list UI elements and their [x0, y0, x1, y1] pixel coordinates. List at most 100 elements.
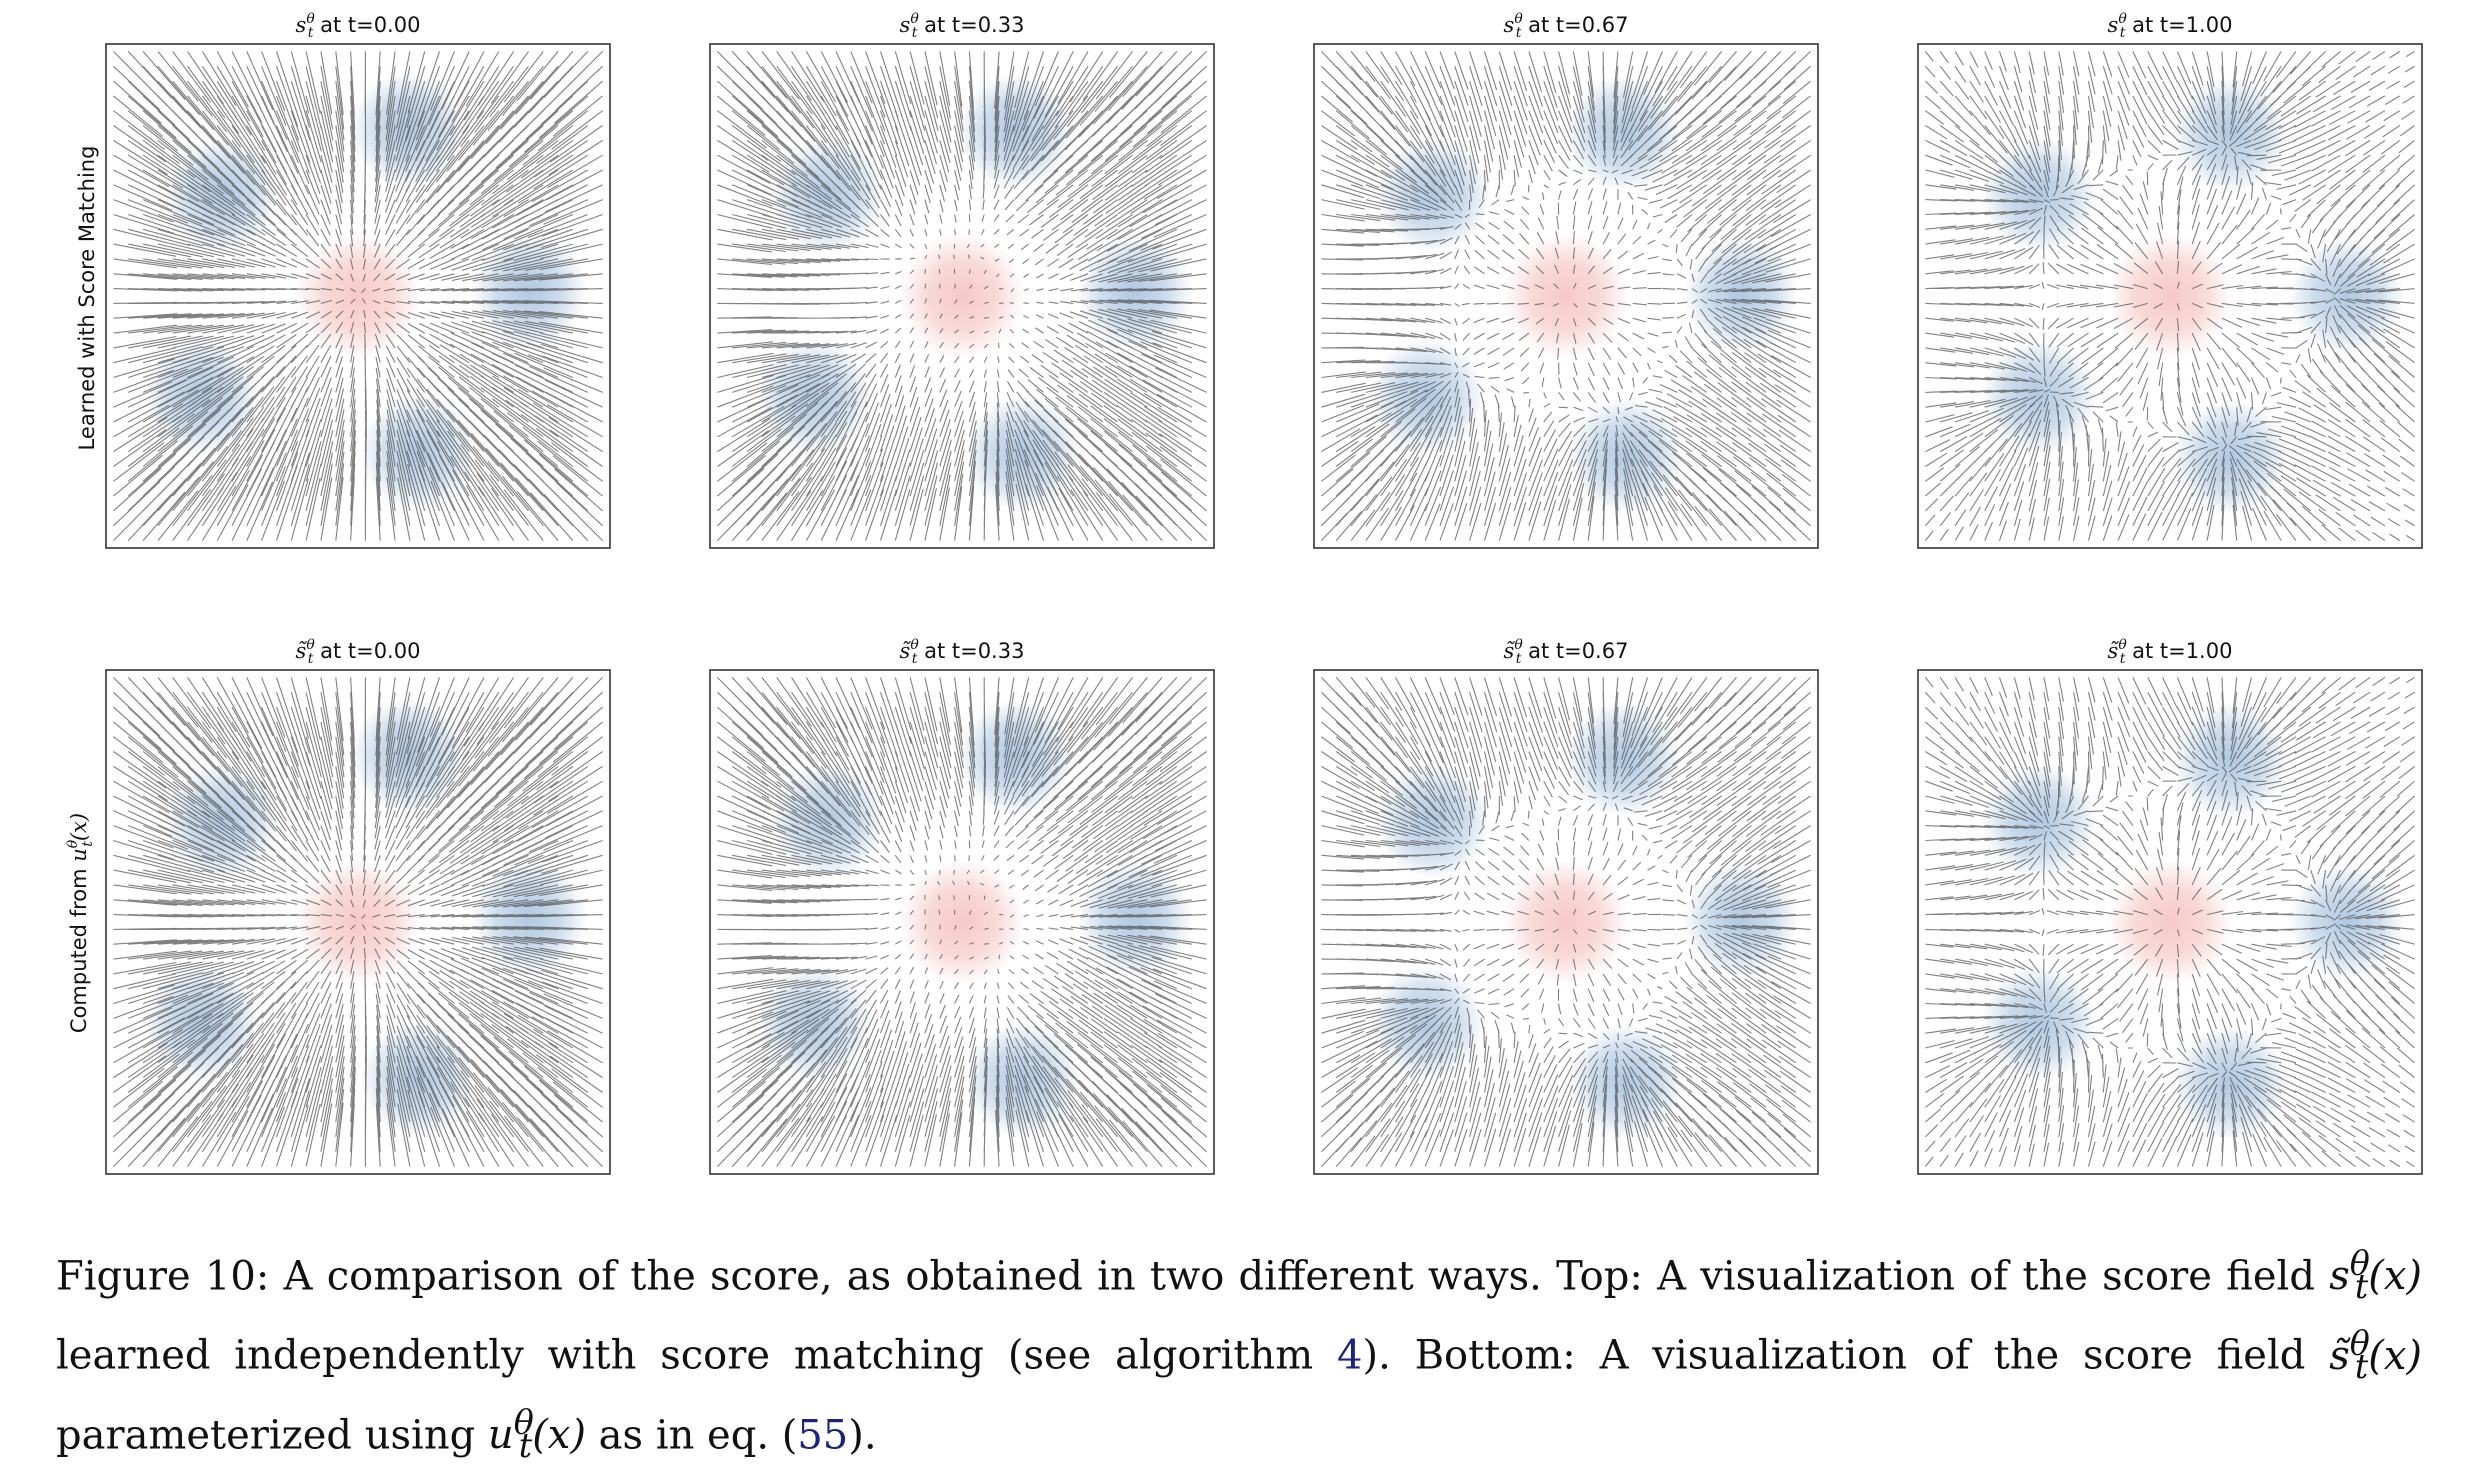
- caption-part1: Figure 10: A comparison of the score, as…: [56, 1253, 2330, 1300]
- panel-1-1: s̃θ t at t=0.33: [709, 637, 1215, 1175]
- caption-math2: s̃θt(x): [2329, 1323, 2422, 1385]
- panel-plot-area: [1314, 44, 1818, 548]
- row-label-top-text: Learned with Score Matching: [75, 146, 99, 451]
- panel-title-suffix: at t=1.00: [2125, 639, 2232, 663]
- target-density-blob: [1981, 338, 2097, 455]
- target-density-blob: [1368, 338, 1485, 455]
- panel-title-symbol: s̃: [2108, 639, 2120, 663]
- score-field-arrows: [717, 677, 1207, 1167]
- row-label-bottom-sup: θ: [65, 839, 81, 848]
- panel-plot-area: [1918, 670, 2422, 1174]
- panel-title-suffix: at t=0.67: [1521, 13, 1628, 37]
- panel-title-sub: t: [308, 651, 314, 667]
- figure-caption: Figure 10: A comparison of the score, as…: [56, 1236, 2422, 1474]
- caption-part5: as in eq. (: [585, 1411, 798, 1458]
- target-density-blob: [1981, 763, 2097, 880]
- caption-math2-arg: (x): [2368, 1332, 2422, 1379]
- panel-title-suffix: at t=1.00: [2125, 13, 2232, 37]
- panel-title: sθ t at t=0.00: [296, 11, 421, 41]
- panel-title-sub: t: [2120, 651, 2126, 667]
- caption-math2-symbol: s̃: [2329, 1332, 2350, 1379]
- panel-frame: [105, 43, 611, 549]
- panel-title-suffix: at t=0.33: [917, 639, 1024, 663]
- panel-plot-area: [106, 670, 610, 1174]
- target-density-blob: [1565, 75, 1682, 192]
- panel-title-sup: θ: [910, 11, 919, 27]
- row-label-bottom-sub: t: [80, 841, 96, 847]
- panel-title-symbol: s: [900, 13, 911, 37]
- panel-title-symbol: s: [2108, 13, 2119, 37]
- panel-0-0: sθ t at t=0.00: [105, 11, 611, 549]
- panel-title-suffix: at t=0.33: [917, 13, 1024, 37]
- caption-part2: learned independently with score matchin…: [56, 1332, 1338, 1379]
- panel-title: s̃θ t at t=0.33: [900, 637, 1025, 667]
- score-field-arrows: [1320, 50, 1811, 542]
- panel-title-symbol: s̃: [296, 639, 308, 663]
- panel-plot-area: [710, 44, 1214, 548]
- caption-math1-sub: t: [2354, 1267, 2369, 1307]
- panel-title-sub: t: [912, 651, 918, 667]
- caption-part6: ).: [848, 1411, 877, 1458]
- caption-math3: uθt(x): [487, 1403, 586, 1465]
- panel-title-sub: t: [1516, 25, 1522, 41]
- caption-math1-symbol: s: [2329, 1253, 2350, 1300]
- target-density-blob: [957, 699, 1074, 816]
- target-density-blob: [957, 73, 1074, 190]
- panel-1-2: s̃θ t at t=0.67: [1313, 637, 1819, 1175]
- caption-part4: parameterized using: [56, 1411, 488, 1458]
- panel-title-symbol: s̃: [900, 639, 912, 663]
- panel-title-sup: θ: [306, 637, 315, 653]
- target-density-blob: [769, 137, 886, 254]
- panel-title: sθ t at t=0.33: [900, 11, 1025, 41]
- source-density-blob: [899, 233, 1025, 359]
- score-field-arrows: [1924, 676, 2415, 1168]
- panel-title: sθ t at t=0.67: [1504, 11, 1629, 41]
- panel-1-3: s̃θ t at t=1.00: [1917, 637, 2423, 1175]
- panel-plot-area: [106, 44, 610, 548]
- panel-title-sub: t: [1516, 651, 1522, 667]
- panel-title: s̃θ t at t=0.00: [296, 637, 421, 667]
- caption-math2-sub: t: [2354, 1346, 2369, 1386]
- source-density-blob: [2107, 233, 2233, 359]
- panel-title-symbol: s̃: [1504, 639, 1516, 663]
- caption-math1-arg: (x): [2368, 1253, 2422, 1300]
- panel-plot-area: [1314, 670, 1818, 1174]
- panel-frame: [709, 43, 1215, 549]
- caption-ref-equation[interactable]: 55: [797, 1411, 849, 1458]
- svg-text:Computed from uθt(x): Computed from uθt(x): [65, 813, 96, 1033]
- panel-title: s̃θ t at t=1.00: [2108, 637, 2233, 667]
- row-label-top: Learned with Score Matching: [75, 146, 99, 451]
- row-label-bottom-symbol: u: [67, 848, 91, 862]
- score-field-arrows: [1321, 677, 1811, 1168]
- panel-frame: [1313, 669, 1819, 1175]
- caption-math3-symbol: u: [487, 1411, 514, 1458]
- source-density-blob: [2107, 859, 2233, 985]
- panel-title-sub: t: [308, 25, 314, 41]
- score-field-arrows: [1924, 50, 2415, 542]
- source-density-blob: [899, 859, 1025, 985]
- panel-0-2: sθ t at t=0.67: [1313, 11, 1819, 549]
- panel-title-sup: θ: [306, 11, 315, 27]
- caption-part3: ). Bottom: A visualization of the score …: [1362, 1332, 2330, 1379]
- row-label-bottom-arg: (x): [67, 813, 91, 841]
- target-density-blob: [1981, 964, 2097, 1081]
- caption-math1-sup: θ: [2349, 1244, 2370, 1283]
- score-field-arrows: [113, 51, 603, 541]
- panel-1-0: s̃θ t at t=0.00: [105, 637, 611, 1175]
- caption-ref-algorithm[interactable]: 4: [1337, 1332, 1363, 1379]
- panel-0-3: sθ t at t=1.00: [1917, 11, 2423, 549]
- panel-0-1: sθ t at t=0.33: [709, 11, 1215, 549]
- source-density-blob: [1503, 233, 1629, 359]
- panel-title-sup: θ: [2118, 637, 2127, 653]
- panel-frame: [1917, 669, 2423, 1175]
- source-density-blob: [1503, 859, 1629, 985]
- row-label-bottom-prefix: Computed from: [67, 862, 91, 1033]
- target-density-blob: [1981, 137, 2097, 254]
- panel-frame: [1313, 43, 1819, 549]
- panel-frame: [105, 669, 611, 1175]
- panel-title-suffix: at t=0.00: [313, 639, 420, 663]
- caption-math1: sθt(x): [2329, 1244, 2422, 1306]
- panel-title-suffix: at t=0.67: [1521, 639, 1628, 663]
- score-field-arrows: [717, 51, 1207, 541]
- score-field-arrows: [113, 677, 603, 1167]
